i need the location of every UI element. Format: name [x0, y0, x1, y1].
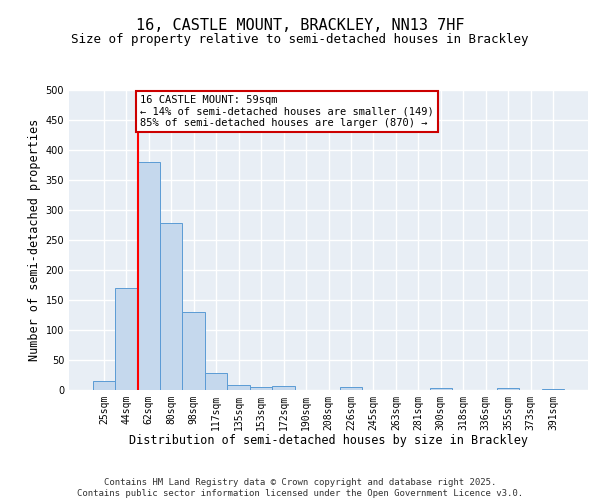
Bar: [272, 386, 295, 390]
Text: 16, CASTLE MOUNT, BRACKLEY, NN13 7HF: 16, CASTLE MOUNT, BRACKLEY, NN13 7HF: [136, 18, 464, 32]
Bar: [227, 385, 250, 390]
Text: Contains HM Land Registry data © Crown copyright and database right 2025.
Contai: Contains HM Land Registry data © Crown c…: [77, 478, 523, 498]
X-axis label: Distribution of semi-detached houses by size in Brackley: Distribution of semi-detached houses by …: [129, 434, 528, 448]
Bar: [92, 381, 115, 390]
Text: Size of property relative to semi-detached houses in Brackley: Size of property relative to semi-detach…: [71, 32, 529, 46]
Bar: [205, 373, 227, 390]
Bar: [497, 388, 520, 390]
Y-axis label: Number of semi-detached properties: Number of semi-detached properties: [28, 119, 41, 361]
Bar: [160, 223, 182, 390]
Bar: [137, 162, 160, 390]
Bar: [430, 388, 452, 390]
Bar: [250, 387, 272, 390]
Text: 16 CASTLE MOUNT: 59sqm
← 14% of semi-detached houses are smaller (149)
85% of se: 16 CASTLE MOUNT: 59sqm ← 14% of semi-det…: [140, 95, 434, 128]
Bar: [115, 288, 137, 390]
Bar: [340, 387, 362, 390]
Bar: [182, 312, 205, 390]
Bar: [542, 389, 565, 390]
